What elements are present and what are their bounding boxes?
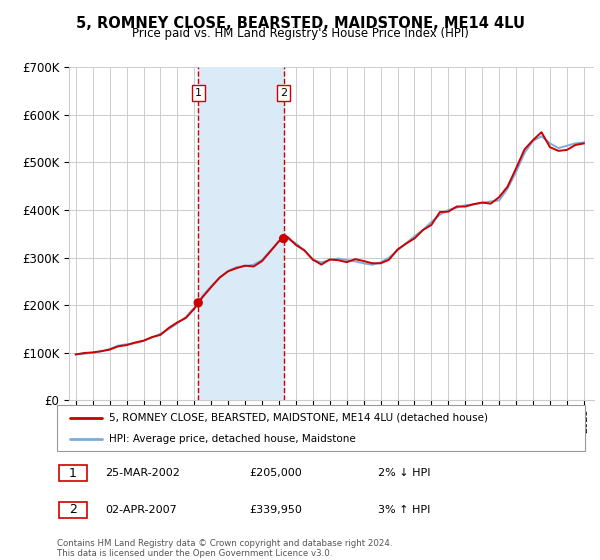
Text: 1: 1 xyxy=(195,88,202,99)
Point xyxy=(279,234,289,243)
Text: 5, ROMNEY CLOSE, BEARSTED, MAIDSTONE, ME14 4LU: 5, ROMNEY CLOSE, BEARSTED, MAIDSTONE, ME… xyxy=(76,16,524,31)
FancyBboxPatch shape xyxy=(59,465,86,481)
Text: 25-MAR-2002: 25-MAR-2002 xyxy=(105,468,180,478)
Text: HPI: Average price, detached house, Maidstone: HPI: Average price, detached house, Maid… xyxy=(109,435,355,444)
Text: 3% ↑ HPI: 3% ↑ HPI xyxy=(378,505,430,515)
FancyBboxPatch shape xyxy=(59,502,86,517)
Bar xyxy=(198,67,284,400)
Text: £205,000: £205,000 xyxy=(249,468,302,478)
Text: 2: 2 xyxy=(280,88,287,99)
Text: 2: 2 xyxy=(68,503,77,516)
Text: Price paid vs. HM Land Registry's House Price Index (HPI): Price paid vs. HM Land Registry's House … xyxy=(131,27,469,40)
Text: 2% ↓ HPI: 2% ↓ HPI xyxy=(378,468,431,478)
Point xyxy=(193,298,203,307)
Text: Contains HM Land Registry data © Crown copyright and database right 2024.
This d: Contains HM Land Registry data © Crown c… xyxy=(57,539,392,558)
Text: £339,950: £339,950 xyxy=(249,505,302,515)
Text: 1: 1 xyxy=(68,466,77,480)
Text: 02-APR-2007: 02-APR-2007 xyxy=(105,505,177,515)
FancyBboxPatch shape xyxy=(57,405,585,451)
Text: 5, ROMNEY CLOSE, BEARSTED, MAIDSTONE, ME14 4LU (detached house): 5, ROMNEY CLOSE, BEARSTED, MAIDSTONE, ME… xyxy=(109,413,488,423)
